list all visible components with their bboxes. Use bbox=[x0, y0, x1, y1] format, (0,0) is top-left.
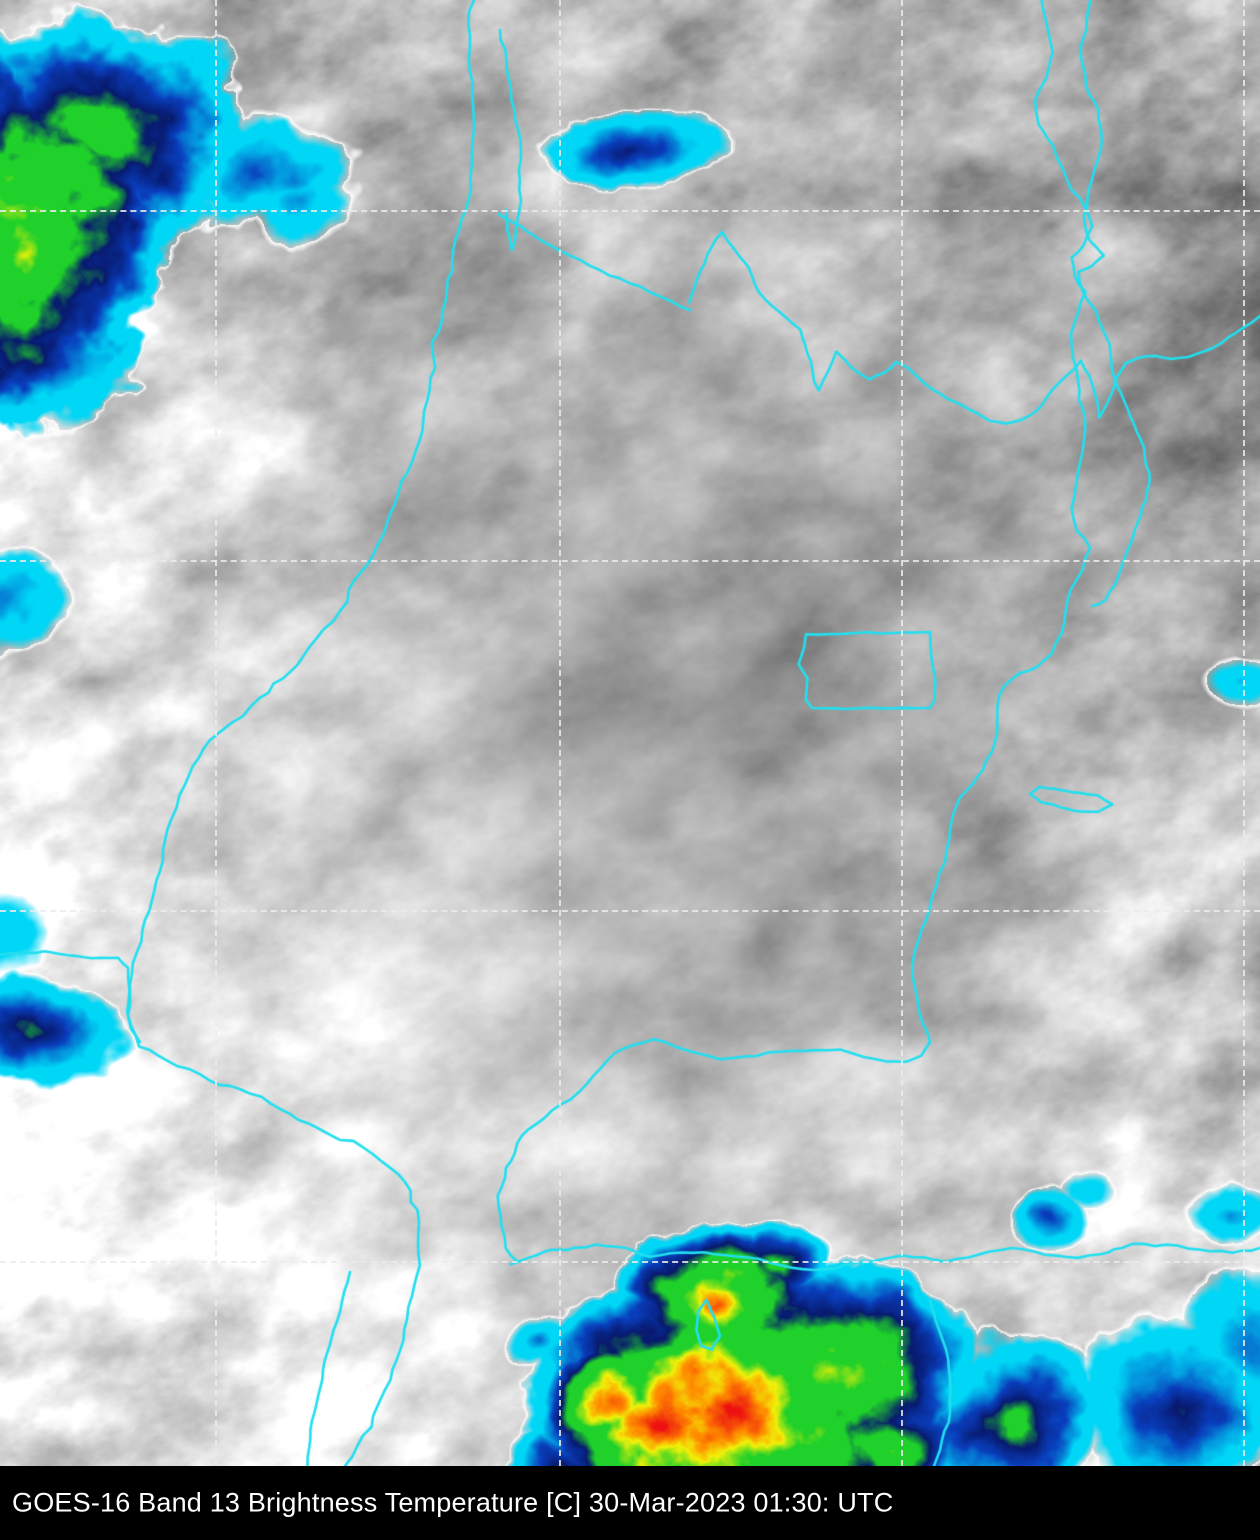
satellite-raster bbox=[0, 0, 1260, 1466]
caption-text: GOES-16 Band 13 Brightness Temperature [… bbox=[12, 1487, 894, 1518]
ir-brightness-temperature-canvas bbox=[0, 0, 1260, 1466]
caption-bar: GOES-16 Band 13 Brightness Temperature [… bbox=[0, 1466, 1260, 1540]
